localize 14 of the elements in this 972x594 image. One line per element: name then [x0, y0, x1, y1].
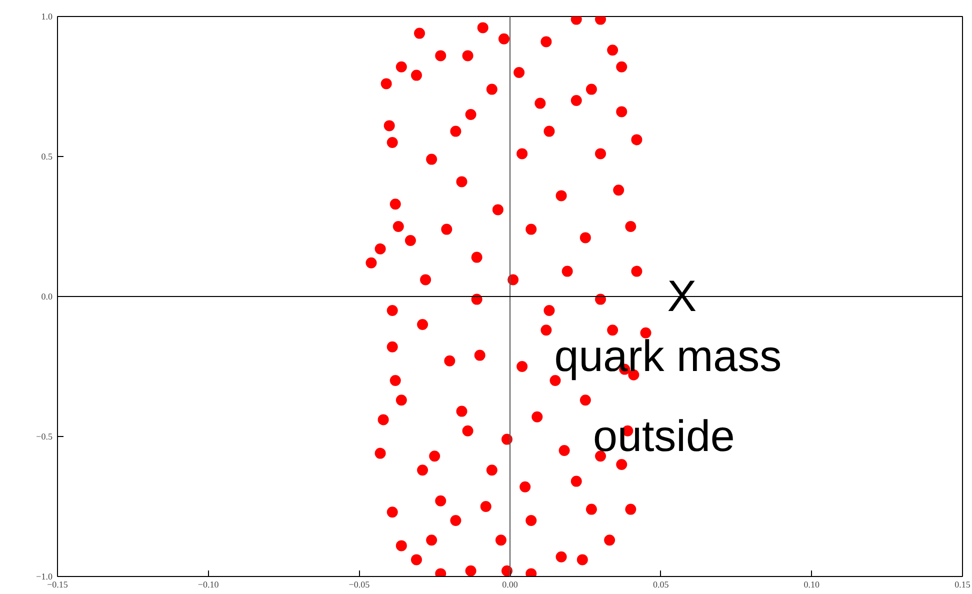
- y-tick-label: 0.0: [41, 292, 53, 302]
- annotation: outside: [593, 412, 735, 461]
- x-tick-label: 0.00: [502, 580, 518, 590]
- y-tick-label: −1.0: [36, 572, 53, 582]
- x-tick-label: −0.15: [47, 580, 68, 590]
- x-tick-label: 0.15: [954, 580, 971, 590]
- y-tick-label: −0.5: [36, 432, 53, 442]
- x-tick-label: −0.05: [348, 580, 370, 590]
- y-tick-label: 1.0: [41, 12, 53, 22]
- y-tick-label: 0.5: [41, 152, 53, 162]
- x-tick-label: 0.05: [652, 580, 670, 590]
- annotation: quark mass: [554, 332, 782, 381]
- x-tick-label: 0.10: [804, 580, 820, 590]
- x-tick-label: −0.10: [198, 580, 220, 590]
